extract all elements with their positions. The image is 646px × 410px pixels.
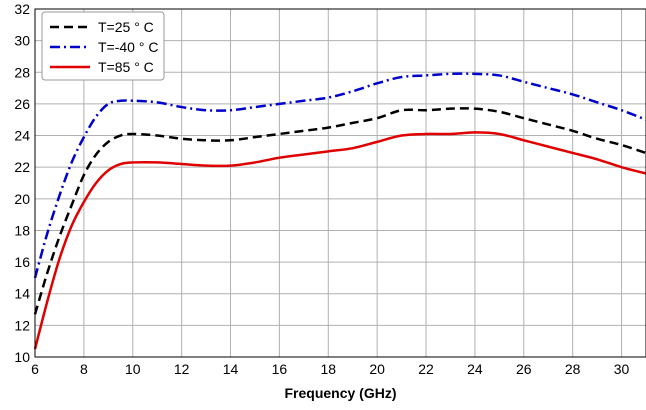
series-line-3 [33, 131, 646, 350]
y-tick-label: 22 [14, 159, 30, 175]
x-tick-label: 6 [31, 361, 39, 377]
x-tick-label: 8 [80, 361, 88, 377]
y-tick-label: 20 [14, 191, 30, 207]
y-tick-label: 26 [14, 96, 30, 112]
x-tick-label: 24 [467, 361, 483, 377]
legend-label: T=85 ° C [98, 59, 154, 75]
x-tick-label: 22 [418, 361, 434, 377]
y-tick-label: 12 [14, 317, 30, 333]
y-tick-label: 14 [14, 286, 30, 302]
series-layer [33, 72, 646, 350]
y-tick-label: 10 [14, 349, 30, 365]
x-axis-ticks: 6 8 10 12 14 16 18 20 22 24 26 28 30 [31, 361, 629, 377]
y-tick-label: 32 [14, 1, 30, 17]
x-tick-label: 28 [565, 361, 581, 377]
plot-frame [34, 8, 646, 358]
x-tick-label: 30 [614, 361, 630, 377]
legend-box [41, 11, 165, 81]
y-tick-label: 30 [14, 33, 30, 49]
x-tick-label: 16 [272, 361, 288, 377]
x-tick-label: 26 [516, 361, 532, 377]
x-tick-label: 20 [369, 361, 385, 377]
x-tick-label: 14 [223, 361, 239, 377]
legend: T=25 ° C T=-40 ° C T=85 ° C [41, 11, 165, 81]
x-tick-label: 10 [125, 361, 141, 377]
y-axis-ticks: 10 12 14 16 18 20 22 24 26 28 30 32 [14, 1, 30, 365]
y-tick-label: 28 [14, 64, 30, 80]
x-tick-label: 12 [174, 361, 190, 377]
series-line-1 [33, 107, 646, 315]
y-tick-label: 16 [14, 254, 30, 270]
x-axis-label: Frequency (GHz) [284, 385, 396, 401]
x-tick-label: 18 [320, 361, 336, 377]
y-tick-label: 24 [14, 128, 30, 144]
legend-label: T=-40 ° C [98, 39, 158, 55]
series-line-2 [33, 72, 646, 279]
y-tick-label: 18 [14, 222, 30, 238]
legend-label: T=25 ° C [98, 19, 154, 35]
